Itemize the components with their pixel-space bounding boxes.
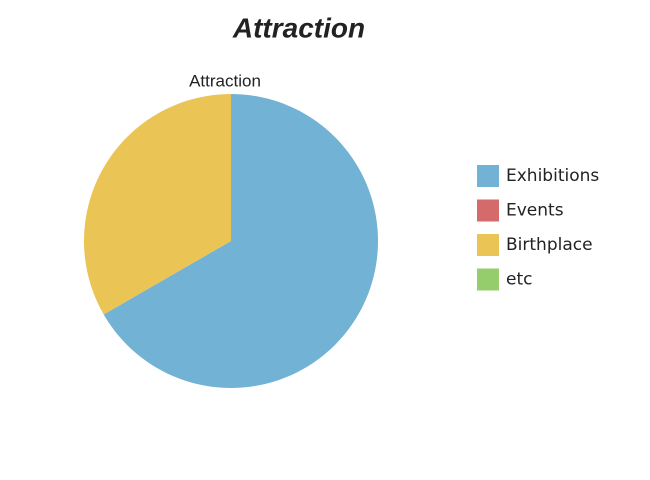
legend-label: etc (506, 270, 532, 290)
legend-swatch (477, 165, 499, 187)
pie-label: Attraction (189, 71, 261, 90)
legend-label: Exhibitions (506, 166, 599, 186)
pie-slice (84, 94, 231, 315)
legend-swatch (477, 268, 499, 291)
legend-label: Birthplace (506, 235, 593, 255)
pie-slice (103, 94, 378, 388)
legend-label: Events (506, 201, 564, 221)
legend-swatch (477, 199, 499, 222)
chart-title: Attraction (232, 12, 365, 43)
legend-swatch (477, 234, 499, 256)
pie-slice (103, 241, 231, 315)
